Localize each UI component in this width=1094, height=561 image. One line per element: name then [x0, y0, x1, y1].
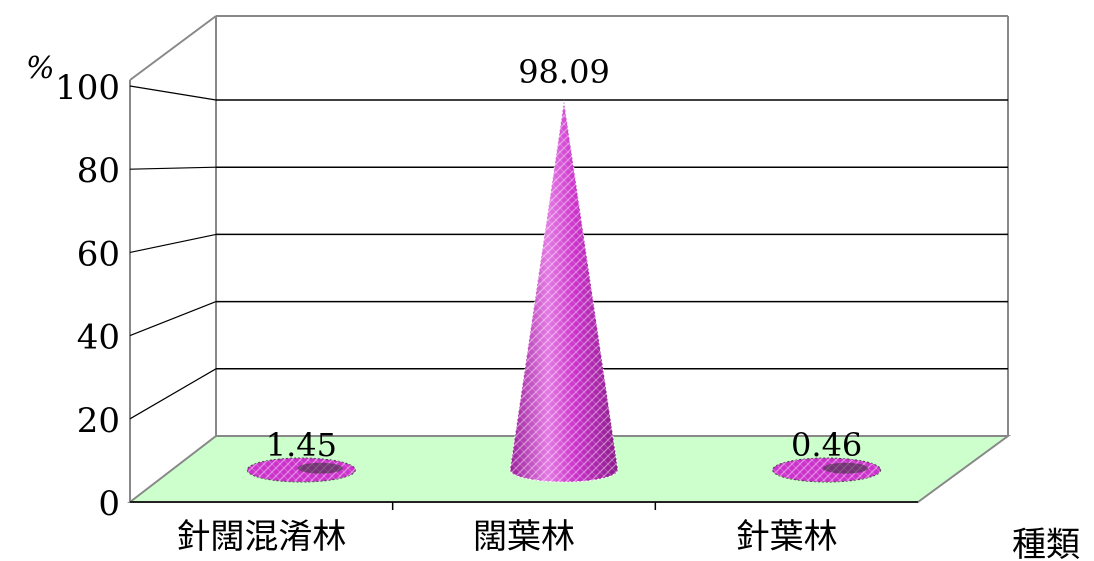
- cone-bars: [246, 100, 882, 483]
- gridline-side: [129, 233, 217, 253]
- x-axis-label: 種類: [1012, 525, 1080, 561]
- cone-texture: [510, 100, 618, 483]
- cone-base-shadow: [822, 462, 869, 474]
- y-axis-ticks: 0 20 40 60 80 100: [55, 68, 120, 524]
- x-tick-label: 針闊混淆林: [176, 517, 346, 557]
- cone-base-shadow: [297, 462, 343, 474]
- y-axis-label: %: [26, 51, 55, 86]
- left-wall-edge: [129, 15, 217, 81]
- y-tick-label: 20: [77, 401, 120, 441]
- cone-bar: [772, 457, 882, 483]
- y-tick-label: 60: [77, 234, 120, 274]
- data-label: 0.46: [791, 426, 862, 464]
- x-tick-label: 闊葉林: [473, 517, 575, 557]
- data-label: 98.09: [518, 53, 610, 91]
- y-tick-label: 80: [77, 151, 120, 191]
- data-labels: 1.45 98.09 0.46: [266, 53, 863, 464]
- gridline-side: [129, 85, 217, 101]
- cone-bar: [246, 457, 356, 483]
- y-tick-label: 40: [77, 318, 120, 358]
- gridlines: [129, 85, 1008, 420]
- gridline-side: [129, 166, 217, 170]
- y-tick-label: 0: [98, 484, 120, 524]
- cone-bar: [509, 100, 619, 483]
- gridline-side: [129, 368, 217, 420]
- gridline-side: [129, 301, 217, 337]
- x-axis-ticks: 針闊混淆林 闊葉林 針葉林: [176, 502, 838, 557]
- y-tick-label: 100: [55, 68, 120, 108]
- data-label: 1.45: [266, 426, 337, 464]
- x-tick-label: 針葉林: [736, 517, 838, 557]
